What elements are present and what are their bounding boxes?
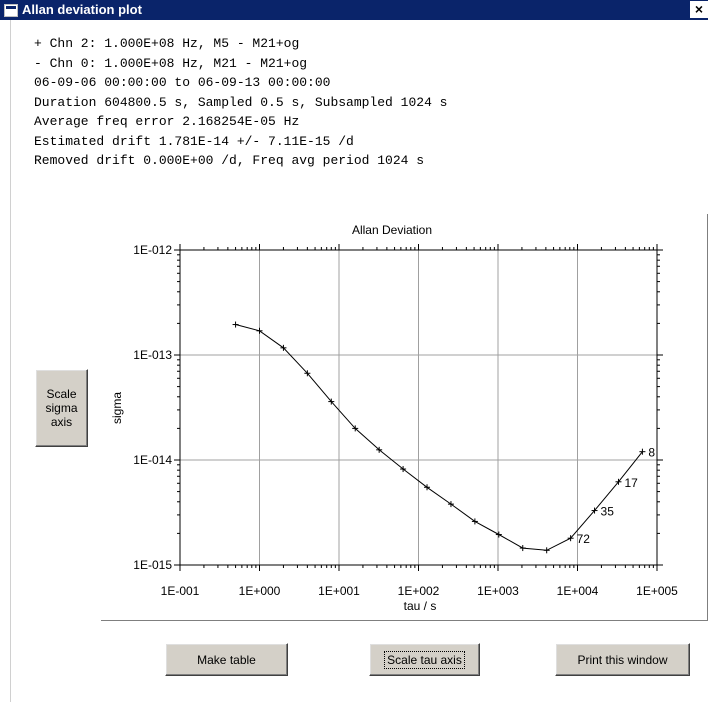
chart-title: Allan Deviation (352, 223, 432, 237)
point-label: 17 (624, 476, 638, 490)
title-bar: Allan deviation plot × (0, 0, 708, 20)
info-line-channel-minus: - Chn 0: 1.000E+08 Hz, M21 - M21+og (34, 55, 308, 71)
y-tick-label: 1E-014 (133, 453, 172, 467)
data-point (400, 466, 407, 473)
info-line-channel-plus: + Chn 2: 1.000E+08 Hz, M5 - M21+og (34, 36, 300, 51)
scale-sigma-axis-button[interactable]: Scale sigma axis (35, 369, 88, 447)
data-point (495, 531, 502, 538)
window-title: Allan deviation plot (22, 2, 142, 17)
y-tick-label: 1E-015 (133, 558, 172, 572)
scale-tau-axis-button[interactable]: Scale tau axis (369, 643, 480, 676)
window-left-border (0, 20, 11, 702)
point-label: 8 (648, 446, 655, 460)
make-table-button[interactable]: Make table (165, 643, 288, 676)
x-tick-label: 1E+004 (557, 584, 599, 598)
data-point (591, 507, 598, 514)
y-axis-label: sigma (110, 392, 124, 424)
window-icon (4, 4, 18, 17)
data-point (376, 446, 383, 453)
data-point (567, 535, 574, 542)
data-point (256, 327, 263, 334)
data-point (352, 425, 359, 432)
scale-tau-axis-label: Scale tau axis (384, 650, 465, 669)
close-icon[interactable]: × (690, 1, 708, 18)
point-label: 72 (577, 532, 591, 546)
info-line-freq-error: Average freq error 2.168254E-05 Hz (34, 114, 300, 129)
point-label: 35 (601, 505, 615, 519)
x-tick-label: 1E+005 (636, 584, 678, 598)
data-point (304, 370, 311, 377)
data-point (615, 478, 622, 485)
x-tick-label: 1E+002 (398, 584, 440, 598)
y-tick-label: 1E-012 (133, 243, 172, 257)
x-tick-label: 1E+000 (239, 584, 281, 598)
series-line (235, 324, 643, 551)
x-tick-label: 1E+003 (477, 584, 519, 598)
data-point (519, 545, 526, 552)
data-point (424, 484, 431, 491)
x-tick-label: 1E-001 (161, 584, 200, 598)
x-axis-label: tau / s (404, 599, 437, 613)
y-tick-label: 1E-013 (133, 348, 172, 362)
print-window-button[interactable]: Print this window (555, 643, 690, 676)
info-line-date-range: 06-09-06 00:00:00 to 06-09-13 00:00:00 (34, 75, 331, 90)
data-point (639, 448, 646, 455)
data-point (280, 344, 287, 351)
info-line-estimated-drift: Estimated drift 1.781E-14 +/- 7.11E-15 /… (34, 133, 354, 149)
info-line-duration: Duration 604800.5 s, Sampled 0.5 s, Subs… (34, 94, 448, 110)
x-tick-label: 1E+001 (318, 584, 360, 598)
data-point (471, 518, 478, 525)
data-point (328, 398, 335, 405)
data-point (447, 501, 454, 508)
data-point (543, 547, 550, 554)
info-text-block: + Chn 2: 1.000E+08 Hz, M5 - M21+og - Chn… (34, 34, 447, 171)
data-point (232, 321, 239, 328)
info-line-removed-drift: Removed drift 0.000E+00 /d, Freq avg per… (34, 153, 425, 168)
